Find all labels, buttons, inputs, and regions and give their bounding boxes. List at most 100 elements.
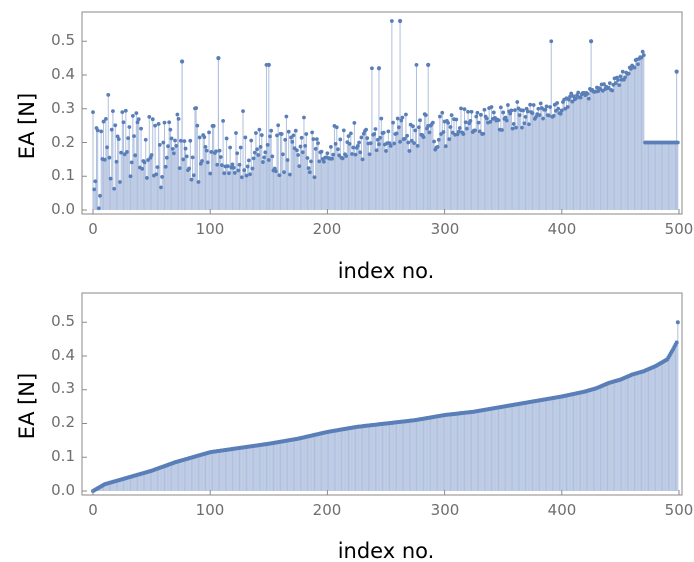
data-point [549, 39, 554, 44]
data-point [163, 164, 168, 169]
data-point [91, 110, 95, 115]
data-point [457, 126, 462, 130]
data-point [209, 150, 214, 154]
data-point [544, 104, 549, 109]
data-point [250, 166, 255, 171]
data-point [566, 97, 571, 102]
data-point [344, 154, 349, 158]
data-point [461, 132, 466, 136]
data-point [347, 141, 352, 146]
data-point [217, 148, 222, 153]
data-point [293, 128, 298, 133]
data-point [130, 113, 135, 118]
data-point [405, 133, 409, 138]
x-tick-label: 200 [313, 501, 342, 519]
data-point [589, 39, 594, 44]
data-point [432, 139, 436, 144]
panel-bottom: 0 100 200 300 400 500 0.0 0.1 0.2 0.3 0.… [15, 292, 693, 562]
data-point [640, 49, 645, 54]
data-point [156, 122, 161, 126]
data-point [435, 144, 440, 149]
data-point [319, 149, 324, 154]
data-point [304, 132, 309, 136]
data-point [276, 123, 281, 128]
data-point [191, 173, 196, 178]
data-point [333, 141, 338, 146]
data-point [381, 130, 386, 135]
data-point [237, 162, 242, 167]
data-point [413, 128, 418, 133]
data-point [321, 159, 326, 164]
data-point [205, 160, 210, 165]
data-point [263, 150, 268, 155]
data-point [479, 112, 483, 117]
data-point [103, 116, 108, 121]
data-point [336, 147, 340, 152]
data-point [620, 69, 625, 74]
data-point [357, 140, 361, 145]
ticks-top [82, 40, 680, 214]
data-point [245, 164, 250, 169]
data-points-bottom [91, 320, 680, 493]
data-point [216, 56, 221, 61]
data-point [514, 125, 518, 130]
y-tick-label: 0.4 [51, 346, 75, 364]
data-point [265, 142, 270, 147]
data-point [517, 113, 522, 118]
x-axis-title: index no. [338, 259, 435, 283]
data-point [114, 159, 119, 164]
data-point [279, 132, 284, 136]
data-point [313, 147, 318, 151]
data-point [273, 169, 278, 174]
data-point [204, 148, 209, 153]
data-point [248, 172, 252, 177]
data-point [547, 113, 551, 118]
data-point [353, 152, 358, 157]
data-point [258, 144, 263, 149]
data-point [399, 118, 404, 123]
data-point [314, 137, 319, 142]
data-point [384, 149, 388, 153]
data-point [440, 110, 445, 115]
data-point [463, 120, 468, 125]
data-point [297, 164, 302, 169]
data-point [108, 176, 113, 181]
data-point [414, 62, 419, 67]
x-tick-label: 100 [196, 220, 225, 238]
data-point [404, 112, 408, 117]
data-point [106, 93, 111, 97]
data-point [224, 136, 229, 141]
data-point [376, 66, 382, 71]
data-point [184, 154, 189, 159]
data-point [254, 131, 258, 135]
data-point [511, 122, 516, 126]
data-point [299, 135, 304, 140]
x-tick-label: 0 [88, 220, 98, 238]
y-tick-label: 0.3 [51, 99, 75, 117]
data-point [396, 125, 401, 130]
data-point [120, 110, 125, 115]
data-point [636, 62, 640, 67]
data-point [423, 113, 428, 118]
data-point [285, 158, 290, 162]
y-tick-label: 0.3 [51, 379, 75, 397]
data-point [570, 99, 575, 104]
data-point [515, 100, 520, 104]
y-tick-label: 0.2 [51, 133, 75, 151]
data-point [618, 74, 623, 79]
data-point [330, 156, 334, 161]
data-point [277, 173, 282, 178]
x-tick-label: 500 [665, 220, 694, 238]
data-point [367, 152, 372, 157]
data-point [161, 140, 166, 145]
data-point [430, 120, 435, 125]
data-point [261, 160, 265, 164]
data-point [489, 105, 494, 109]
data-point [252, 150, 257, 155]
data-point [286, 129, 291, 134]
data-point [325, 151, 330, 156]
data-point [127, 125, 132, 129]
data-point [181, 157, 186, 162]
